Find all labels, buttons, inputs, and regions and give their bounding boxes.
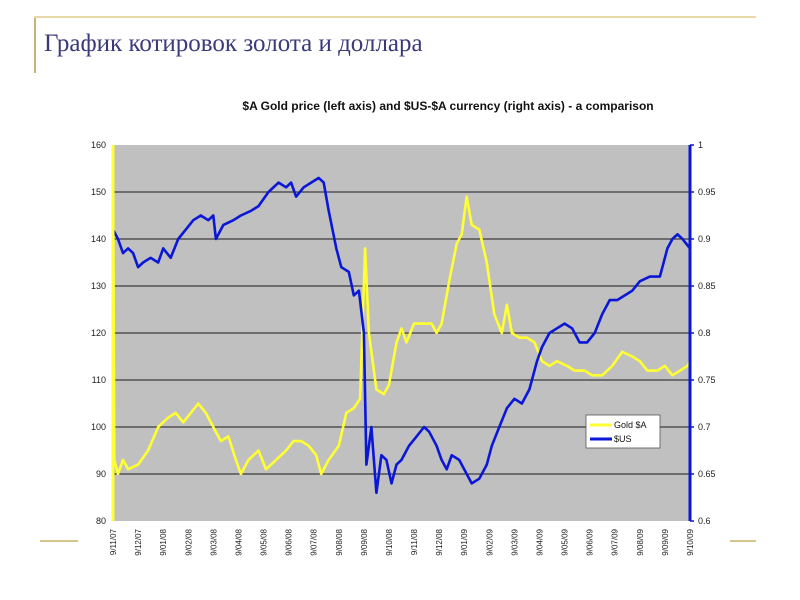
- x-axis-tick-label: 9/11/08: [410, 528, 419, 555]
- left-axis-tick-label: 120: [91, 328, 106, 338]
- left-axis-tick-label: 160: [91, 140, 106, 150]
- x-axis-tick-label: 9/12/07: [134, 528, 143, 555]
- left-axis-tick-label: 90: [96, 469, 106, 479]
- right-axis-tick-label: 0.6: [698, 516, 711, 526]
- x-axis-tick-label: 9/04/08: [234, 528, 243, 555]
- right-axis-tick-label: 0.75: [698, 375, 716, 385]
- x-axis-tick-label: 9/11/07: [109, 528, 118, 555]
- left-axis-tick-label: 100: [91, 422, 106, 432]
- left-axis-tick-label: 140: [91, 234, 106, 244]
- x-axis-tick-label: 9/01/08: [159, 528, 168, 555]
- right-axis-tick-label: 0.7: [698, 422, 711, 432]
- left-axis-tick-label: 80: [96, 516, 106, 526]
- right-axis-ticks: 0.6 0.65 0.7 0.75 0.8 0.85 0.9 0.95 1: [690, 140, 716, 526]
- right-axis-tick-label: 0.95: [698, 187, 716, 197]
- series-lines: [111, 144, 692, 495]
- right-axis-tick-label: 1: [698, 140, 703, 150]
- x-axis-tick-label: 9/01/09: [460, 528, 469, 555]
- decorative-vertical-line: [34, 16, 36, 73]
- decorative-top-line: [34, 16, 756, 18]
- chart-title: $A Gold price (left axis) and $US-$A cur…: [242, 99, 653, 113]
- left-axis-tick-label: 150: [91, 187, 106, 197]
- right-axis-tick-label: 0.9: [698, 234, 711, 244]
- x-axis-tick-label: 9/12/08: [435, 528, 444, 555]
- x-axis-tick-label: 9/05/08: [260, 528, 269, 555]
- x-axis-tick-label: 9/06/09: [586, 528, 595, 555]
- decorative-bottom-right-line: [730, 540, 756, 542]
- x-axis-tick-label: 9/05/09: [561, 528, 570, 555]
- decorative-bottom-left-line: [40, 540, 78, 542]
- x-axis-tick-label: 9/06/08: [285, 528, 294, 555]
- left-axis-ticks: 80 90 100 110 120 130 140 150 160: [91, 140, 106, 526]
- x-axis-tick-label: 9/08/08: [335, 528, 344, 555]
- legend: Gold $A $US: [585, 414, 661, 449]
- left-axis-tick-label: 110: [92, 375, 106, 385]
- x-axis-tick-label: 9/07/08: [310, 528, 319, 555]
- x-axis-tick-label: 9/03/09: [510, 528, 519, 555]
- x-axis-tick-label: 9/09/09: [661, 528, 670, 555]
- right-axis-tick-label: 0.65: [698, 469, 716, 479]
- legend-gold-label: Gold $A: [614, 420, 647, 430]
- legend-box: [585, 414, 661, 449]
- x-axis-tick-label: 9/03/08: [209, 528, 218, 555]
- x-axis-tick-label: 9/04/09: [535, 528, 544, 555]
- x-axis-tick-label: 9/10/08: [385, 528, 394, 555]
- x-axis-tick-label: 9/02/08: [184, 528, 193, 555]
- x-axis-tick-label: 9/07/09: [611, 528, 620, 555]
- left-axis-tick-label: 130: [91, 281, 106, 291]
- usd-series-line: [111, 176, 692, 495]
- x-axis-tick-label: 9/09/08: [360, 528, 369, 555]
- right-axis-tick-label: 0.85: [698, 281, 716, 291]
- x-axis-tick-label: 9/02/09: [485, 528, 494, 555]
- slide-title: График котировок золота и доллара: [44, 30, 423, 57]
- right-axis-tick-label: 0.8: [698, 328, 711, 338]
- gold-series-line: [111, 144, 692, 476]
- x-axis-ticks: 9/11/07 9/12/07 9/01/08 9/02/08 9/03/08 9/04/…: [109, 528, 695, 555]
- legend-usd-label: $US: [614, 434, 632, 444]
- x-axis-tick-label: 9/08/09: [636, 528, 645, 555]
- x-axis-tick-label: 9/10/09: [686, 528, 695, 555]
